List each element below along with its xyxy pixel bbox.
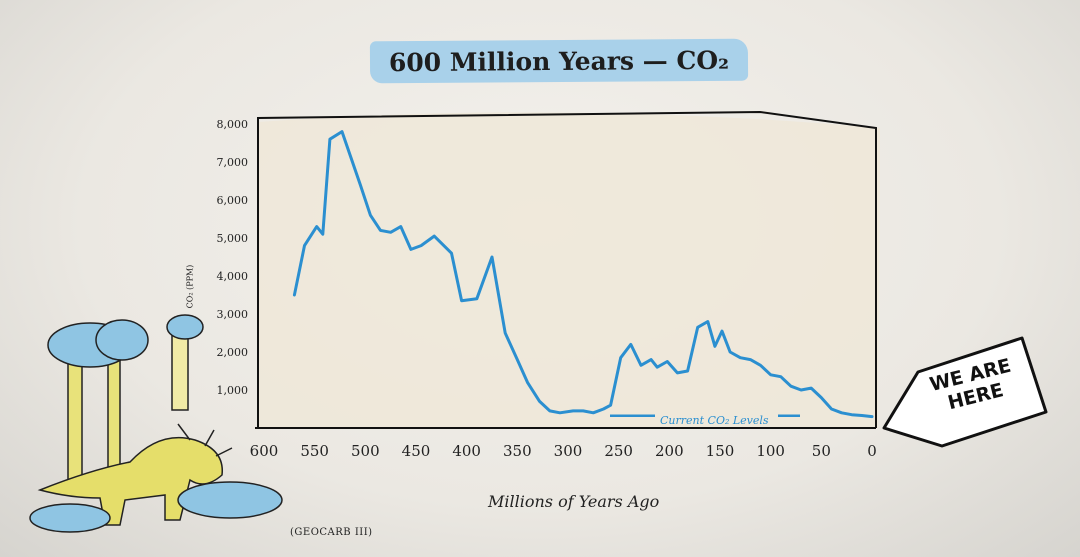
y-tick-label: 5,000 [217, 232, 249, 245]
x-tick-label: 100 [756, 442, 785, 460]
y-tick-label: 1,000 [217, 384, 249, 397]
x-tick-label: 550 [300, 442, 329, 460]
y-tick-label: 6,000 [217, 194, 249, 207]
y-tick-label: 2,000 [217, 346, 249, 359]
x-tick-label: 200 [655, 442, 684, 460]
x-tick-label: 150 [706, 442, 735, 460]
y-tick-label: 4,000 [217, 270, 249, 283]
x-tick-label: 250 [604, 442, 633, 460]
x-tick-label: 50 [812, 442, 831, 460]
x-tick-label: 300 [554, 442, 583, 460]
y-tick-label: 3,000 [217, 308, 249, 321]
y-tick-label: 8,000 [217, 118, 249, 131]
y-tick-label: 7,000 [217, 156, 249, 169]
source-label: (GEOCARB III) [290, 527, 373, 538]
x-tick-label: 350 [503, 442, 532, 460]
x-tick-label: 500 [351, 442, 380, 460]
x-tick-label: 600 [250, 442, 279, 460]
x-tick-label: 0 [867, 442, 877, 460]
y-tick-group: 1,000 2,000 3,000 4,000 5,000 6,000 7,000 8,000 [217, 118, 249, 397]
dinosaur-illustration [29, 314, 283, 533]
x-tick-label: 400 [452, 442, 481, 460]
we-are-here-sign [882, 336, 1048, 448]
plot-background [258, 112, 880, 428]
x-tick-label: 450 [402, 442, 431, 460]
x-axis-label: Millions of Years Ago [488, 492, 660, 511]
y-axis-label: CO₂ (PPM) [185, 264, 195, 309]
current-level-label: Current CO₂ Levels [660, 414, 769, 427]
plot-frame [257, 110, 877, 428]
co2-series-line [292, 130, 874, 419]
x-tick-group: 600 550 500 450 400 350 300 250 200 150 100 50 0 [250, 442, 877, 460]
